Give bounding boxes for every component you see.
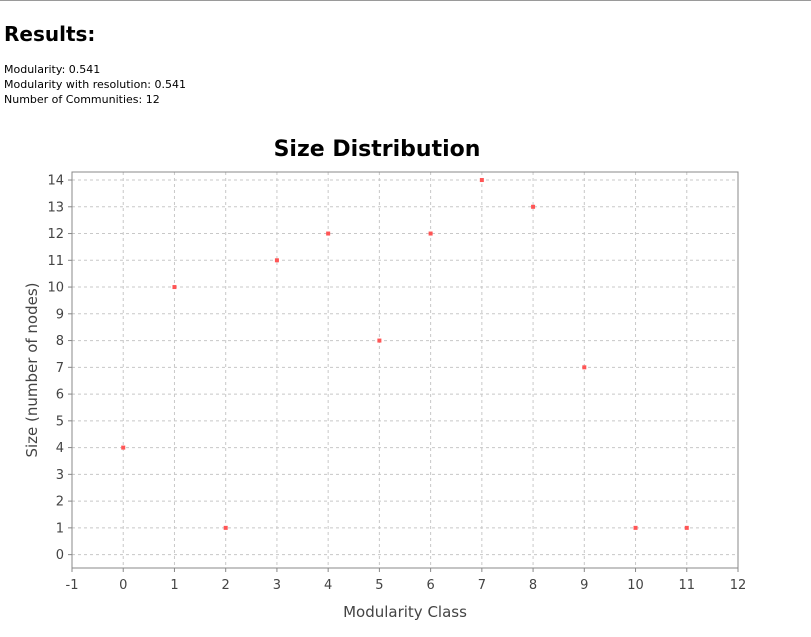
grid-lines	[72, 172, 738, 568]
data-point	[377, 338, 382, 343]
data-point	[326, 231, 331, 236]
x-axis-label: Modularity Class	[343, 603, 467, 621]
y-tick-label: 3	[56, 468, 64, 483]
y-tick-label: 0	[56, 548, 64, 563]
results-heading: Results:	[4, 22, 96, 46]
x-tick-label: 6	[426, 578, 434, 593]
y-tick-label: 1	[56, 521, 64, 536]
y-tick-label: 10	[47, 281, 64, 296]
data-point	[274, 258, 279, 263]
results-stats: Modularity: 0.541 Modularity with resolu…	[4, 62, 186, 107]
x-tick-label: 9	[580, 578, 588, 593]
y-tick-label: 7	[56, 361, 64, 376]
y-tick-label: 2	[56, 495, 64, 510]
x-tick-label: 12	[730, 578, 747, 593]
chart-title: Size Distribution	[274, 137, 481, 162]
y-tick-label: 14	[47, 174, 64, 189]
y-tick-label: 6	[56, 388, 64, 403]
x-tick-label: 10	[627, 578, 644, 593]
y-tick-label: 13	[47, 200, 64, 215]
data-point	[582, 365, 587, 370]
x-tick-label: 0	[119, 578, 127, 593]
data-point	[121, 445, 126, 450]
data-point	[428, 231, 433, 236]
x-tick-label: 7	[478, 578, 486, 593]
x-tick-label: -1	[66, 578, 79, 593]
plot-area	[71, 171, 739, 569]
y-tick-label: 5	[56, 414, 64, 429]
x-tick-label: 1	[170, 578, 178, 593]
community-count: Number of Communities: 12	[4, 93, 160, 106]
data-points	[121, 178, 689, 530]
x-tick-label: 3	[273, 578, 281, 593]
y-tick-label: 12	[47, 227, 64, 242]
x-tick-label: 4	[324, 578, 332, 593]
modularity-resolution-value: Modularity with resolution: 0.541	[4, 78, 187, 91]
y-axis-label: Size (number of nodes)	[23, 282, 41, 457]
x-tick-label: 11	[678, 578, 695, 593]
y-tick-label: 11	[47, 254, 64, 269]
top-divider	[0, 0, 811, 1]
y-tick-label: 4	[56, 441, 64, 456]
data-point	[172, 285, 177, 290]
data-point	[223, 525, 228, 530]
y-tick-label: 8	[56, 334, 64, 349]
data-point	[531, 204, 536, 209]
x-tick-label: 5	[375, 578, 383, 593]
x-tick-label: 8	[529, 578, 537, 593]
modularity-value: Modularity: 0.541	[4, 63, 101, 76]
data-point	[684, 525, 689, 530]
y-tick-label: 9	[56, 307, 64, 322]
data-point	[479, 178, 484, 183]
data-point	[633, 525, 638, 530]
x-tick-label: 2	[222, 578, 230, 593]
